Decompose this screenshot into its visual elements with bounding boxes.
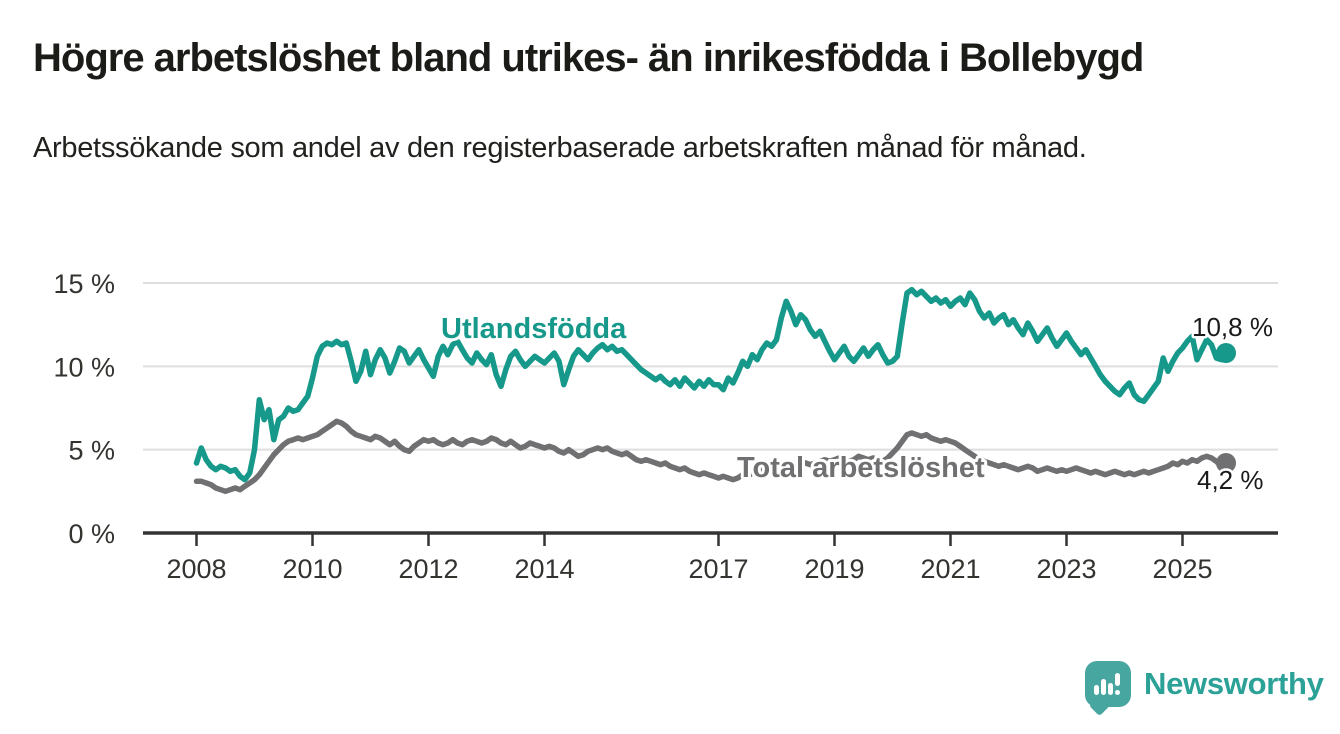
x-tick-label: 2014 — [514, 554, 574, 584]
x-axis: 2008 2010 2012 2014 2017 2019 2021 2023 2025 — [143, 531, 1278, 584]
logo-bar-icon — [1108, 683, 1113, 695]
x-tick-label: 2008 — [166, 554, 226, 584]
x-tick-label: 2023 — [1036, 554, 1096, 584]
logo-bar-icon — [1094, 685, 1099, 695]
chart-series — [193, 286, 1236, 495]
y-tick-label: 0 % — [68, 519, 115, 549]
x-tick-label: 2019 — [804, 554, 864, 584]
x-tick-label: 2021 — [920, 554, 980, 584]
value-label-utlandsfodda: 10,8 % — [1192, 312, 1273, 342]
logo-exclamation-dot-icon — [1115, 690, 1120, 695]
unemployment-line-chart: 0 % 5 % 10 % 15 % 2008 2010 2012 2014 2017 2019 2… — [0, 230, 1340, 610]
x-tick-label: 2010 — [282, 554, 342, 584]
y-tick-label: 10 % — [53, 352, 115, 382]
logo-bar-icon — [1101, 679, 1106, 695]
series-label-utlandsfodda: Utlandsfödda — [441, 313, 627, 345]
chart-canvas: 0 %5 %10 %15 % 2008 2010 2012 2014 2017 2019 2… — [53, 269, 1278, 584]
gridlines: 0 % 5 % 10 % 15 % — [53, 269, 1278, 549]
value-label-total-arbetsloshet: 4,2 % — [1197, 465, 1264, 495]
x-tick-label: 2012 — [398, 554, 458, 584]
x-tick-label: 2025 — [1152, 554, 1212, 584]
y-tick-label: 15 % — [53, 269, 115, 299]
page-subtitle: Arbetssökande som andel av den registerb… — [33, 132, 1087, 164]
series-line-total-arbetsl-shet — [193, 418, 1229, 495]
end-point-marker-total-arbetsl-shet — [1216, 452, 1236, 473]
y-tick-label: 5 % — [68, 436, 115, 466]
series-line-utlandsf-dda — [193, 286, 1229, 483]
page-title: Högre arbetslöshet bland utrikes- än inr… — [33, 36, 1144, 80]
newsworthy-brand-text: Newsworthy — [1144, 666, 1324, 701]
logo-exclamation-icon — [1115, 673, 1120, 686]
newsworthy-logo-icon — [1085, 661, 1131, 707]
end-point-marker-utlandsf-dda — [1216, 342, 1236, 363]
series-label-total-arbetsloshet: Total arbetslöshet — [737, 452, 985, 484]
x-tick-label: 2017 — [688, 554, 748, 584]
newsworthy-logo: Newsworthy — [1085, 654, 1324, 714]
